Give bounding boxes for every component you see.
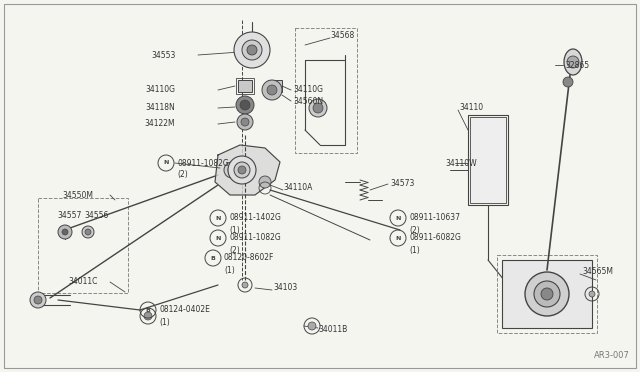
Circle shape — [525, 272, 569, 316]
Text: (2): (2) — [229, 246, 240, 254]
Circle shape — [58, 225, 72, 239]
Circle shape — [259, 176, 271, 188]
Circle shape — [224, 162, 240, 178]
Text: AR3-007: AR3-007 — [594, 351, 630, 360]
Text: 34110G: 34110G — [293, 86, 323, 94]
Text: (1): (1) — [224, 266, 235, 275]
Text: 08124-0402E: 08124-0402E — [159, 305, 210, 314]
Bar — [238, 80, 252, 92]
Circle shape — [34, 296, 42, 304]
Circle shape — [234, 32, 270, 68]
Text: (1): (1) — [409, 246, 420, 254]
Text: 34568: 34568 — [330, 31, 355, 39]
Circle shape — [238, 166, 246, 174]
Circle shape — [236, 96, 254, 114]
Text: 08911-10637: 08911-10637 — [409, 214, 460, 222]
Circle shape — [228, 156, 256, 184]
Text: 34110: 34110 — [459, 103, 483, 112]
Text: 34011B: 34011B — [318, 326, 348, 334]
Circle shape — [589, 291, 595, 297]
Text: 34118N: 34118N — [145, 103, 175, 112]
Circle shape — [30, 292, 46, 308]
Circle shape — [313, 103, 323, 113]
Circle shape — [62, 229, 68, 235]
Circle shape — [85, 229, 91, 235]
Circle shape — [242, 282, 248, 288]
Circle shape — [241, 118, 249, 126]
Polygon shape — [215, 145, 280, 195]
Text: 08120-8602F: 08120-8602F — [224, 253, 275, 263]
Circle shape — [247, 45, 257, 55]
Bar — [468, 115, 508, 205]
Text: 34110G: 34110G — [145, 86, 175, 94]
Text: B: B — [145, 308, 150, 312]
Text: 34573: 34573 — [390, 180, 414, 189]
Ellipse shape — [564, 49, 582, 75]
Circle shape — [267, 85, 277, 95]
Circle shape — [541, 288, 553, 300]
Bar — [236, 78, 254, 94]
Text: 08911-1402G: 08911-1402G — [229, 214, 281, 222]
Circle shape — [309, 99, 327, 117]
Text: 34110W: 34110W — [445, 158, 477, 167]
Circle shape — [237, 114, 253, 130]
Text: 34122M: 34122M — [145, 119, 175, 128]
Circle shape — [228, 166, 236, 174]
Bar — [38, 198, 128, 293]
Text: (1): (1) — [159, 317, 170, 327]
Text: 08911-1082G: 08911-1082G — [177, 158, 228, 167]
Text: N: N — [163, 160, 169, 166]
Circle shape — [242, 40, 262, 60]
Circle shape — [262, 80, 282, 100]
Circle shape — [82, 226, 94, 238]
Text: 34011C: 34011C — [68, 278, 97, 286]
Circle shape — [563, 77, 573, 87]
Text: (1): (1) — [229, 225, 240, 234]
Text: N: N — [396, 235, 401, 241]
Text: 34553: 34553 — [152, 51, 176, 60]
Text: 34565M: 34565M — [582, 267, 613, 276]
Circle shape — [144, 312, 152, 320]
Text: 34556: 34556 — [84, 211, 108, 219]
Bar — [502, 260, 592, 328]
Text: 34560N: 34560N — [293, 96, 323, 106]
Text: B: B — [211, 256, 216, 260]
Circle shape — [240, 100, 250, 110]
Circle shape — [567, 56, 579, 68]
Bar — [295, 28, 357, 153]
Text: N: N — [215, 235, 221, 241]
Text: (2): (2) — [409, 225, 420, 234]
Text: 32865: 32865 — [565, 61, 589, 70]
Text: 34557: 34557 — [57, 211, 81, 219]
Bar — [497, 255, 597, 333]
Text: N: N — [396, 215, 401, 221]
Bar — [268, 80, 282, 92]
Text: 08911-1082G: 08911-1082G — [229, 234, 281, 243]
Text: 08911-6082G: 08911-6082G — [409, 234, 461, 243]
Circle shape — [534, 281, 560, 307]
Bar — [470, 117, 506, 203]
Text: 34550M: 34550M — [62, 190, 93, 199]
Text: 34103: 34103 — [273, 282, 297, 292]
Text: 34110A: 34110A — [283, 183, 312, 192]
Circle shape — [308, 322, 316, 330]
Text: N: N — [215, 215, 221, 221]
Circle shape — [234, 162, 250, 178]
Text: (2): (2) — [177, 170, 188, 180]
